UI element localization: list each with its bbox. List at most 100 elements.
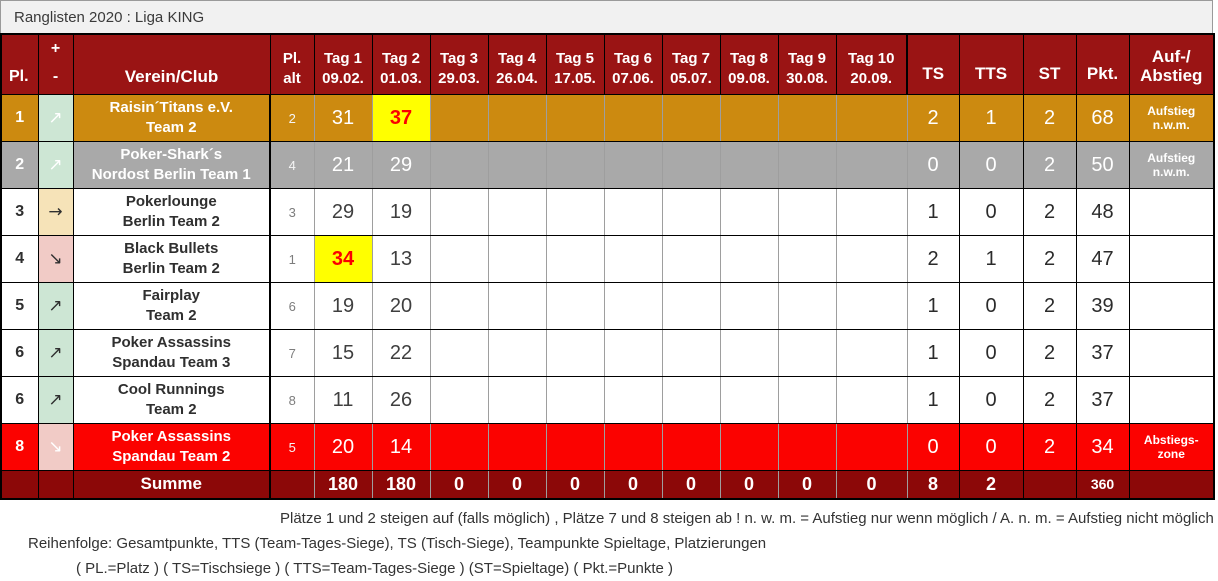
- day-score-cell: [429, 141, 489, 189]
- day-score-cell: 34: [313, 235, 373, 283]
- day-score-cell: [603, 235, 663, 283]
- day-score-cell: [777, 376, 837, 424]
- trend-right-icon: →: [48, 202, 63, 222]
- tts-cell: 0: [958, 329, 1024, 377]
- day-score-cell: [603, 141, 663, 189]
- day-score-cell: [719, 141, 779, 189]
- trend-cell: ↘: [38, 423, 74, 471]
- points-cell: 50: [1075, 141, 1130, 189]
- day-score-cell: [661, 141, 721, 189]
- points-cell: 37: [1075, 329, 1130, 377]
- table-row: 8 ↘ Poker Assassins Spandau Team 2 5 20 14 0 0 2…: [0, 423, 1215, 471]
- trend-cell: ↗: [38, 282, 74, 330]
- previous-rank-cell: 8: [269, 376, 315, 424]
- day-score-cell: 29: [313, 188, 373, 236]
- header-ts: TS: [906, 33, 960, 95]
- day-score-cell: 37: [371, 94, 431, 142]
- tts-cell: 1: [958, 94, 1024, 142]
- day-score-cell: [429, 329, 489, 377]
- rank-cell: 8: [0, 423, 39, 471]
- trend-up-icon: ↗: [48, 390, 63, 410]
- header-platz: Pl.: [0, 33, 39, 95]
- table-row: 3 → Pokerlounge Berlin Team 2 3 29 19 1 0 2 48: [0, 188, 1215, 236]
- ts-cell: 0: [906, 141, 960, 189]
- day-score-cell: [835, 94, 908, 142]
- header-day-6: Tag 6 07.06.: [603, 33, 663, 95]
- day-score-cell: [545, 282, 605, 330]
- day-score-cell: [719, 282, 779, 330]
- promotion-cell: Aufstieg n.w.m.: [1128, 94, 1215, 142]
- day-score-cell: [429, 235, 489, 283]
- day-score-cell: [777, 423, 837, 471]
- day-score-cell: [545, 141, 605, 189]
- day-score-cell: [719, 376, 779, 424]
- ranking-table: Pl. + - Verein/Club Pl. alt Tag 1 09.02.…: [0, 33, 1215, 500]
- promotion-cell: [1128, 188, 1215, 236]
- day-score-cell: [777, 282, 837, 330]
- day-score-cell: [429, 423, 489, 471]
- rank-cell: 4: [0, 235, 39, 283]
- day-score-cell: [777, 235, 837, 283]
- day-score-cell: [487, 329, 547, 377]
- day-score-cell: [835, 423, 908, 471]
- previous-rank-cell: 7: [269, 329, 315, 377]
- trend-up-icon: ↗: [48, 296, 63, 316]
- trend-cell: ↘: [38, 235, 74, 283]
- st-cell: 2: [1022, 94, 1077, 142]
- tts-cell: 0: [958, 141, 1024, 189]
- club-cell: Black Bullets Berlin Team 2: [73, 235, 271, 283]
- header-day-5: Tag 5 17.05.: [545, 33, 605, 95]
- club-cell: Poker Assassins Spandau Team 3: [73, 329, 271, 377]
- day-score-cell: [835, 235, 908, 283]
- club-cell: Raisin´Titans e.V. Team 2: [73, 94, 271, 142]
- footer-note-promotion-rule: Plätze 1 und 2 steigen auf (falls möglic…: [280, 509, 1214, 527]
- day-score-cell: 26: [371, 376, 431, 424]
- header-plus-minus: + -: [37, 33, 74, 95]
- previous-rank-cell: 1: [269, 235, 315, 283]
- table-row: 2 ↗ Poker-Shark´s Nordost Berlin Team 1 4 21…: [0, 141, 1215, 189]
- tts-cell: 0: [958, 376, 1024, 424]
- st-cell: 2: [1022, 235, 1077, 283]
- day-score-cell: [603, 94, 663, 142]
- day-score-cell: 11: [313, 376, 373, 424]
- header-day-2: Tag 2 01.03.: [371, 33, 431, 95]
- sum-previous-rank-cell: [269, 470, 315, 499]
- promotion-cell: [1128, 282, 1215, 330]
- sum-day-cell: 0: [429, 470, 489, 499]
- club-cell: Poker Assassins Spandau Team 2: [73, 423, 271, 471]
- st-cell: 2: [1022, 188, 1077, 236]
- day-score-cell: [661, 423, 721, 471]
- club-cell: Fairplay Team 2: [73, 282, 271, 330]
- tts-cell: 0: [958, 188, 1024, 236]
- promotion-cell: [1128, 376, 1215, 424]
- points-cell: 68: [1075, 94, 1130, 142]
- trend-up-icon: ↗: [48, 108, 63, 128]
- points-cell: 37: [1075, 376, 1130, 424]
- st-cell: 2: [1022, 423, 1077, 471]
- rank-cell: 5: [0, 282, 39, 330]
- ts-cell: 1: [906, 282, 960, 330]
- previous-rank-cell: 5: [269, 423, 315, 471]
- day-score-cell: 20: [371, 282, 431, 330]
- header-day-9: Tag 9 30.08.: [777, 33, 837, 95]
- footer-note-legend: ( PL.=Platz ) ( TS=Tischsiege ) ( TTS=Te…: [76, 559, 674, 577]
- sum-day-cell: 0: [777, 470, 837, 499]
- day-score-cell: [487, 282, 547, 330]
- previous-rank-cell: 2: [269, 94, 315, 142]
- day-score-cell: [661, 188, 721, 236]
- ts-cell: 1: [906, 188, 960, 236]
- trend-cell: →: [38, 188, 74, 236]
- day-score-cell: [429, 94, 489, 142]
- rank-cell: 2: [0, 141, 39, 189]
- header-st: ST: [1022, 33, 1077, 95]
- day-score-cell: [487, 423, 547, 471]
- day-score-cell: 22: [371, 329, 431, 377]
- day-score-cell: 21: [313, 141, 373, 189]
- day-score-cell: [487, 188, 547, 236]
- day-score-cell: [429, 376, 489, 424]
- header-platz-alt: Pl. alt: [269, 33, 315, 95]
- day-score-cell: [719, 423, 779, 471]
- ts-cell: 1: [906, 329, 960, 377]
- header-tts: TTS: [958, 33, 1024, 95]
